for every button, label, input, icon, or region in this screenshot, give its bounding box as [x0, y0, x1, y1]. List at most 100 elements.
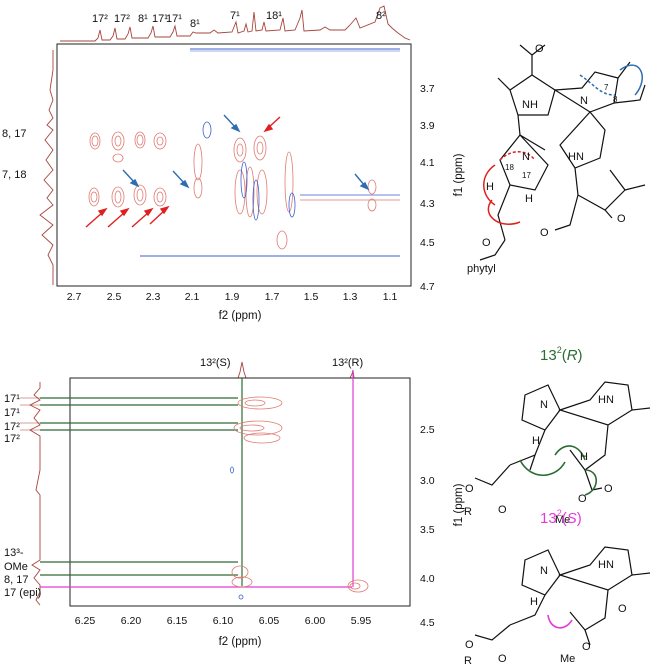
- top-y-tick: 4.5: [420, 237, 435, 249]
- struct-label: O: [582, 641, 591, 653]
- struct-label: O: [465, 483, 474, 495]
- structure-bot-title-prefix: 13: [540, 510, 557, 527]
- struct-label: O: [498, 504, 507, 516]
- bottom-x-tick: 6.25: [75, 615, 96, 627]
- struct-label: N: [522, 151, 530, 163]
- top-left-1d-trace: [39, 50, 54, 285]
- structure-bot-title-sup: 2: [557, 508, 562, 518]
- bottom-x-tick: 6.10: [213, 615, 234, 627]
- bottom-y-tick: 4.0: [420, 573, 435, 585]
- top-contours: [88, 131, 377, 250]
- top-y-tick: 3.9: [420, 120, 435, 132]
- top-y-ticks: 3.7 3.9 4.1 4.3 4.5 4.7: [420, 83, 435, 293]
- top-neg-contours: [202, 121, 296, 221]
- bottom-left-label: 17 (epi): [4, 587, 41, 599]
- structure-mid-title-prefix: 13: [540, 347, 557, 364]
- struct-label: 18: [505, 163, 514, 172]
- bottom-green-lines: [40, 378, 243, 586]
- top-y-tick: 3.7: [420, 83, 435, 95]
- top-left-label: 8, 17: [2, 128, 26, 140]
- struct-label: phytyl: [467, 263, 496, 275]
- top-peak-label: 17²: [114, 13, 130, 25]
- top-x-tick: 1.1: [383, 291, 398, 303]
- structure-mid-arrows: [519, 445, 598, 496]
- top-peak-label: 7¹: [230, 10, 240, 22]
- bottom-neg-contour: [238, 594, 244, 600]
- structure-bot-title: 132(S): [540, 508, 582, 527]
- struct-label: HN: [568, 151, 584, 163]
- struct-label: HN: [598, 559, 614, 571]
- top-peak-label: 8¹: [190, 18, 200, 30]
- struct-label: O: [618, 603, 627, 615]
- top-y-tick: 4.3: [420, 198, 435, 210]
- bottom-x-ticks: 6.25 6.20 6.15 6.10 6.05 6.00 5.95: [75, 615, 372, 627]
- structure-bot-title-open: (: [562, 510, 567, 527]
- top-spectrum-panel: 17² 17² 8¹ 17¹ 17¹ 8¹ 7¹ 18¹ 8² 2.7 2.5 …: [2, 5, 465, 322]
- structure-mid-labels: N HN O O O O H H R Me: [464, 394, 614, 526]
- structure-bot-title-stereo: S: [567, 510, 577, 527]
- struct-label: H: [530, 596, 538, 608]
- struct-label: O: [617, 213, 626, 225]
- struct-label: R: [464, 655, 472, 666]
- bottom-neg-contour: [230, 466, 234, 474]
- struct-label: H: [580, 451, 588, 463]
- struct-label: H: [525, 193, 533, 205]
- structure-mid-title-stereo: R: [567, 347, 578, 364]
- structure-mid-title-sup: 2: [557, 345, 562, 355]
- bottom-spectrum-panel: 13²(S) 13²(R) 6.25 6.20 6.15 6.10 6.05 6…: [4, 357, 465, 648]
- structure-top-arrows: [483, 64, 643, 225]
- bottom-x-tick: 6.15: [167, 615, 188, 627]
- bottom-y-tick: 3.5: [420, 524, 435, 536]
- struct-label: O: [482, 237, 491, 249]
- bottom-left-label: 17²: [4, 433, 20, 445]
- top-x-tick: 2.7: [67, 291, 82, 303]
- top-x-tick: 1.7: [265, 291, 280, 303]
- bottom-left-label: 13³-: [4, 547, 24, 559]
- top-blue-arrows: [122, 114, 370, 191]
- struct-label: O: [578, 493, 587, 505]
- bottom-left-label: 8, 17: [4, 574, 28, 586]
- struct-label: O: [540, 227, 549, 239]
- structure-bot-labels: N HN O O O O H R Me: [464, 559, 627, 666]
- struct-label: 8: [613, 95, 618, 104]
- struct-label: R: [464, 506, 472, 518]
- top-x-tick: 2.1: [185, 291, 200, 303]
- bottom-magenta-lines: [40, 370, 354, 588]
- bottom-left-label: 17¹: [4, 393, 20, 405]
- top-peak-labels: 17² 17² 8¹ 17¹ 17¹ 8¹ 7¹ 18¹ 8²: [92, 10, 386, 30]
- top-x-tick: 1.9: [225, 291, 240, 303]
- top-x-tick: 1.3: [343, 291, 358, 303]
- struct-label: O: [535, 43, 544, 55]
- top-red-arrows: [85, 116, 281, 228]
- struct-label: H: [532, 435, 540, 447]
- struct-label: Me: [555, 514, 570, 526]
- top-x-tick: 2.3: [146, 291, 161, 303]
- bottom-x-axis-label: f2 (ppm): [219, 636, 262, 648]
- struct-label: O: [465, 639, 474, 651]
- bottom-x-tick: 6.00: [305, 615, 326, 627]
- structure-top-labels: NH N N HN O O O O H H phytyl 7 8 17 18: [467, 43, 626, 275]
- struct-label: 17: [522, 171, 531, 180]
- struct-label: O: [604, 483, 613, 495]
- top-peak-label: 17¹: [152, 13, 168, 25]
- struct-label: 7: [604, 83, 609, 92]
- top-x-ticks: 2.7 2.5 2.3 2.1 1.9 1.7 1.5 1.3 1.1: [67, 291, 398, 303]
- top-peak-label: 18¹: [266, 10, 282, 22]
- structure-mid-title-close: ): [578, 347, 583, 364]
- top-peak-label: 17²: [92, 13, 108, 25]
- top-y-axis-label: f1 (ppm): [453, 153, 465, 196]
- bottom-x-tick: 6.05: [259, 615, 280, 627]
- bottom-plot-frame: [69, 377, 411, 607]
- structure-bot-arrow: [547, 614, 573, 629]
- top-x-tick: 2.5: [107, 291, 122, 303]
- bottom-x-tick: 6.20: [121, 615, 142, 627]
- top-y-tick: 4.7: [420, 281, 435, 293]
- top-peak-label: 8²: [376, 10, 386, 22]
- bottom-contours: [231, 396, 369, 593]
- structure-bot-title-close: ): [577, 510, 582, 527]
- structure-mid-title: 132(R): [540, 345, 583, 364]
- bottom-y-ticks: 2.5 3.0 3.5 4.0 4.5: [420, 424, 435, 629]
- struct-label: N: [540, 565, 548, 577]
- bottom-left-labels: 17¹ 17¹ 17² 17² 13³- OMe 8, 17 17 (epi): [4, 393, 41, 599]
